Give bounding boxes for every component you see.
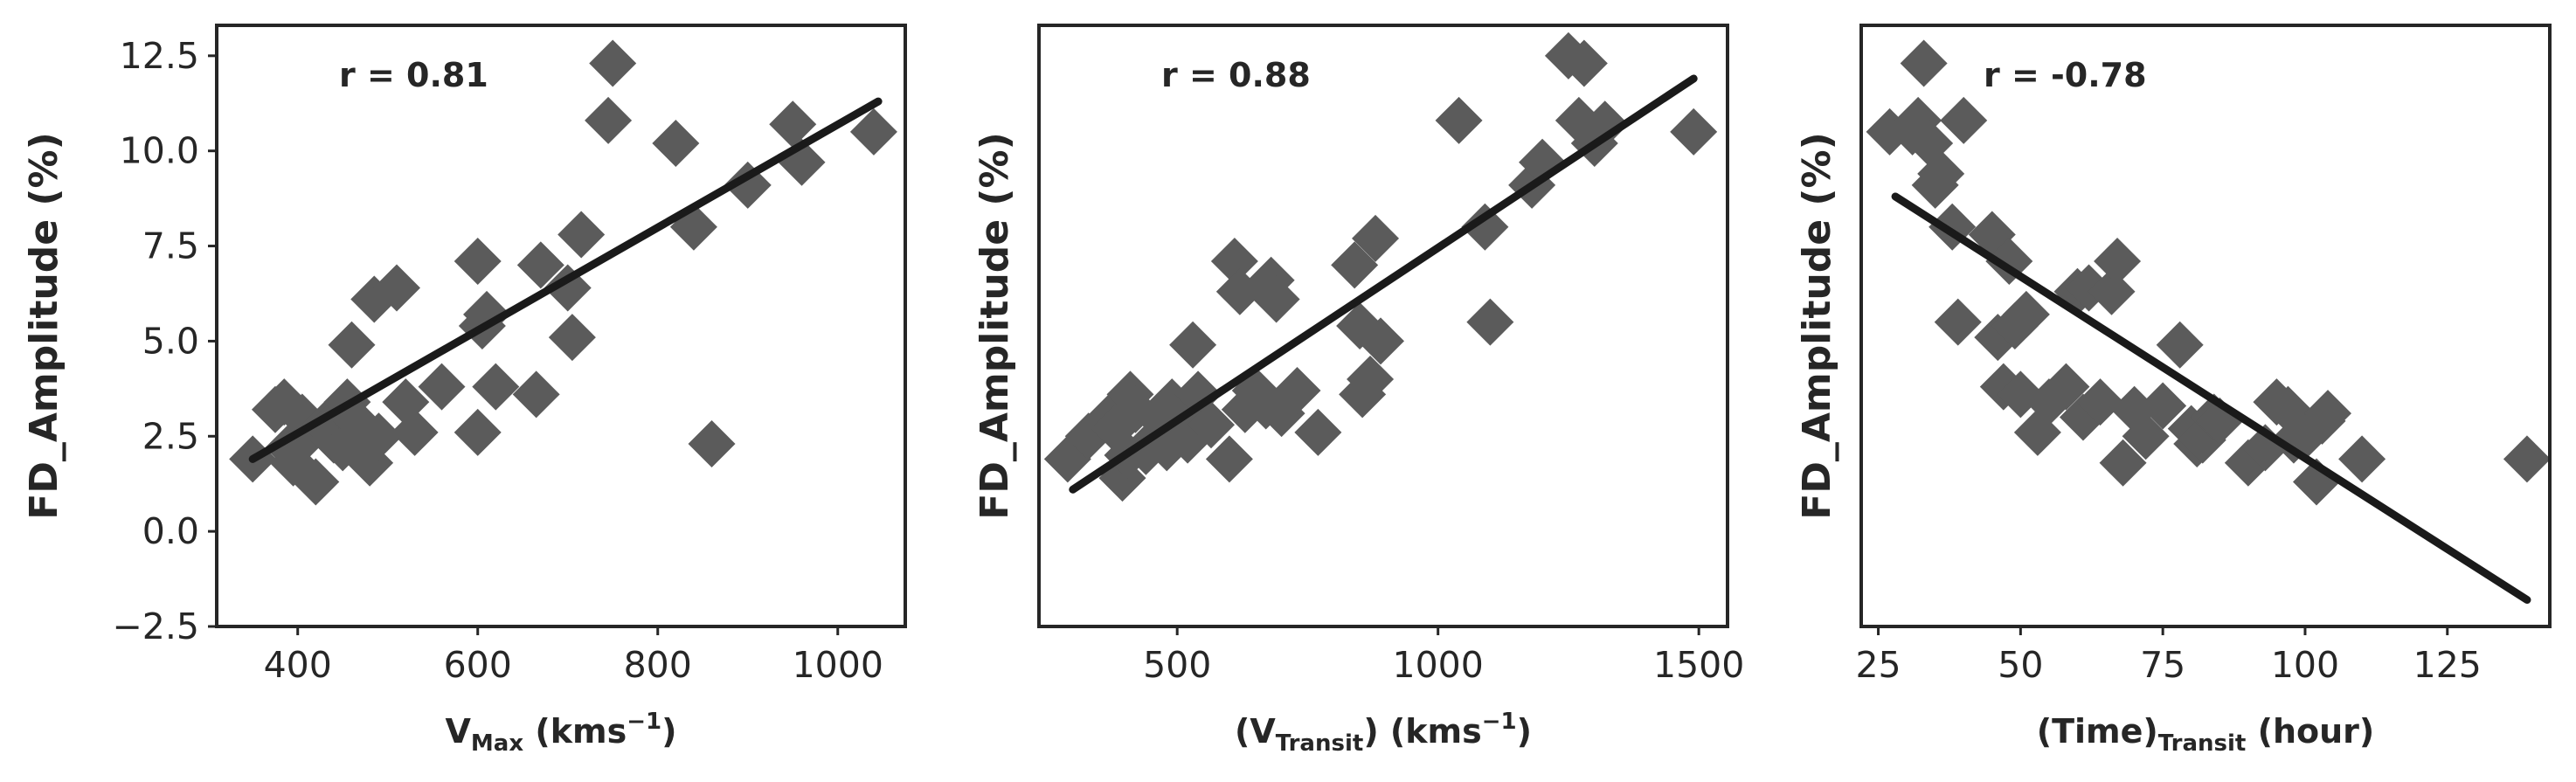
data-point [1940, 96, 1988, 144]
y-tick-label: 5.0 [142, 320, 199, 362]
x-tick-label: 1000 [1393, 644, 1484, 686]
data-point [1294, 408, 1342, 456]
data-point [1357, 317, 1405, 365]
data-point [1560, 39, 1608, 87]
x-tick-label: 1000 [793, 644, 883, 686]
data-point [769, 100, 817, 149]
plot-frame [1859, 24, 2552, 628]
data-point [418, 363, 466, 411]
data-point [292, 458, 340, 506]
x-tick-label: 500 [1143, 644, 1211, 686]
data-point [391, 408, 439, 456]
data-point [1934, 298, 1982, 346]
data-point [1900, 39, 1948, 87]
data-point [1461, 203, 1509, 251]
y-tick-label: −2.5 [112, 606, 199, 647]
data-point [1210, 237, 1258, 285]
data-point [2076, 378, 2124, 426]
data-point [516, 241, 564, 289]
data-point [1331, 241, 1379, 289]
data-point [454, 408, 502, 456]
data-point [1347, 355, 1395, 403]
regression-line [248, 97, 883, 463]
data-point [1581, 100, 1629, 149]
data-point [1352, 214, 1400, 262]
y-tick-label: 2.5 [142, 415, 199, 457]
data-point [1043, 435, 1091, 483]
x-axis-label: VMax (kms−1) [446, 709, 677, 757]
data-point [849, 107, 897, 156]
data-point [1188, 401, 1235, 449]
x-tick-label: 100 [2271, 644, 2339, 686]
data-point [1917, 149, 1965, 197]
data-point [328, 321, 376, 369]
x-tick-label: 600 [444, 644, 512, 686]
panel-1: 400 600 800 1000 −2.5 0.0 2.5 5.0 7.5 10.0 12.5 FD_… [22, 24, 907, 757]
data-point [589, 39, 637, 87]
data-point [2088, 267, 2136, 315]
correlation-annotation: r = 0.81 [339, 56, 488, 94]
x-tick-label: 50 [1998, 644, 2043, 686]
data-point [2503, 435, 2551, 483]
data-point [585, 96, 633, 144]
plot-frame [215, 24, 907, 628]
data-point [1670, 107, 1718, 156]
data-point [1435, 96, 1483, 144]
x-tick-label: 125 [2413, 644, 2482, 686]
y-tick-label: 7.5 [142, 225, 199, 267]
x-axis-label: (VTransit) (kms−1) [1235, 709, 1532, 757]
data-point [1143, 424, 1191, 472]
data-point [2139, 382, 2187, 430]
data-point [1252, 275, 1300, 323]
x-tick-label: 25 [1855, 644, 1901, 686]
data-point [2099, 439, 2147, 487]
data-point [2042, 363, 2090, 411]
data-point [548, 314, 596, 362]
x-tick-label: 1500 [1653, 644, 1744, 686]
data-point [688, 419, 736, 467]
data-point [2122, 412, 2170, 460]
x-tick-label: 75 [2140, 644, 2185, 686]
data-point [669, 203, 717, 251]
y-axis-label: FD_Amplitude (%) [1795, 132, 1839, 519]
data-point [1169, 321, 1217, 369]
data-point [1273, 367, 1321, 415]
data-point [454, 237, 502, 285]
y-tick-label: 10.0 [120, 130, 199, 172]
data-point [2156, 321, 2204, 369]
x-tick-label: 400 [264, 644, 332, 686]
panel-3: 25 50 75 100 125 FD_Amplitude (%) (Time)Transi… [1795, 24, 2552, 757]
data-point [557, 211, 606, 259]
data-point [2304, 390, 2352, 438]
data-point [2094, 237, 2142, 285]
correlation-annotation: r = 0.88 [1161, 56, 1311, 94]
x-tick-label: 800 [624, 644, 692, 686]
data-point [2241, 424, 2289, 472]
correlation-annotation: r = -0.78 [1984, 56, 2147, 94]
data-point [512, 370, 560, 419]
data-point [355, 412, 403, 460]
data-point [472, 363, 520, 411]
data-point [2002, 290, 2050, 338]
y-tick-label: 0.0 [142, 510, 199, 552]
y-tick-label: 12.5 [120, 35, 199, 77]
data-point [373, 264, 421, 312]
y-axis-label: FD_Amplitude (%) [22, 132, 66, 519]
data-point [2338, 435, 2386, 483]
regression-line [1069, 74, 1698, 494]
y-axis-label: FD_Amplitude (%) [973, 132, 1017, 519]
plot-frame [1037, 24, 1729, 628]
data-point [463, 290, 511, 338]
x-axis-label: (Time)Transit (hour) [2037, 712, 2375, 757]
data-point [1205, 435, 1253, 483]
regression-line [1891, 192, 2531, 605]
data-point [652, 119, 700, 167]
data-point [1466, 298, 1514, 346]
panel-2: 500 1000 1500 FD_Amplitude (%) (VTransit) (k… [973, 24, 1744, 757]
